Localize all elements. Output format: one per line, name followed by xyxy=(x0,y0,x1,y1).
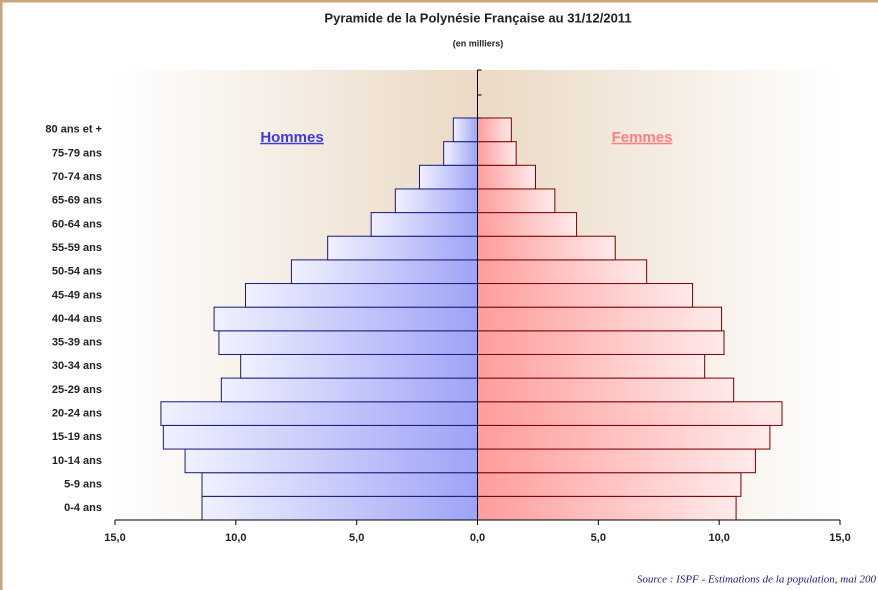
y-tick-label: 60-64 ans xyxy=(52,218,102,230)
bar-hommes xyxy=(201,495,478,521)
bar-femmes xyxy=(477,283,694,308)
bar-hommes xyxy=(443,141,478,166)
bar-hommes xyxy=(327,235,478,261)
bar-femmes xyxy=(477,448,756,474)
bar-femmes xyxy=(477,495,737,521)
bar-hommes xyxy=(213,306,478,332)
bar-femmes xyxy=(477,306,723,332)
x-tick-label: 15,0 xyxy=(829,532,850,544)
y-tick-label: 15-19 ans xyxy=(52,431,102,443)
legend-hommes: Hommes xyxy=(260,129,323,146)
bar-hommes xyxy=(394,188,479,214)
chart-title: Pyramide de la Polynésie Française au 31… xyxy=(324,10,631,25)
y-tick-label: 30-34 ans xyxy=(52,360,102,372)
y-tick-label: 75-79 ans xyxy=(52,147,102,159)
y-tick-label: 25-29 ans xyxy=(52,384,102,396)
y-tick-label: 20-24 ans xyxy=(52,407,102,419)
bar-femmes xyxy=(477,188,556,214)
y-tick-label: 5-9 ans xyxy=(64,478,102,490)
x-tick-label: 10,0 xyxy=(708,532,729,544)
bar-hommes xyxy=(245,283,478,308)
bar-femmes xyxy=(477,353,706,379)
bar-hommes xyxy=(419,164,478,190)
chart-subtitle: (en milliers) xyxy=(453,38,504,48)
y-tick-label: 10-14 ans xyxy=(52,455,102,467)
x-tick-label: 10,0 xyxy=(225,532,246,544)
bar-femmes xyxy=(477,212,578,237)
bar-femmes xyxy=(477,117,512,143)
bar-hommes xyxy=(240,353,478,379)
bar-hommes xyxy=(290,259,478,285)
bar-hommes xyxy=(162,424,478,450)
bar-femmes xyxy=(477,377,735,403)
y-tick-label: 40-44 ans xyxy=(52,313,102,325)
bar-hommes xyxy=(160,401,479,426)
x-tick-label: 0,0 xyxy=(470,532,485,544)
y-tick-label: 45-49 ans xyxy=(52,289,102,301)
bar-hommes xyxy=(452,117,479,143)
y-tick-label: 80 ans et + xyxy=(45,124,102,136)
y-tick-label: 35-39 ans xyxy=(52,337,102,349)
y-tick-label: 70-74 ans xyxy=(52,171,102,183)
y-tick-label: 0-4 ans xyxy=(64,502,102,514)
x-tick-label: 5,0 xyxy=(349,532,364,544)
x-tick-label: 15,0 xyxy=(104,532,125,544)
y-tick-label: 50-54 ans xyxy=(52,266,102,278)
bar-hommes xyxy=(220,377,478,403)
bar-hommes xyxy=(184,448,478,474)
x-tick-label: 5,0 xyxy=(591,532,606,544)
source-note: Source : ISPF - Estimations de la popula… xyxy=(637,574,877,586)
bar-femmes xyxy=(477,424,771,450)
bar-hommes xyxy=(370,212,478,237)
bar-femmes xyxy=(477,330,725,355)
bar-femmes xyxy=(477,141,517,166)
y-tick-label: 65-69 ans xyxy=(52,195,102,207)
bar-hommes xyxy=(218,330,479,355)
bar-hommes xyxy=(201,472,478,497)
bar-femmes xyxy=(477,472,742,497)
y-tick-label: 55-59 ans xyxy=(52,242,102,254)
bar-femmes xyxy=(477,401,783,426)
bar-femmes xyxy=(477,235,616,261)
legend-femmes: Femmes xyxy=(612,129,673,146)
bar-femmes xyxy=(477,259,648,285)
bar-femmes xyxy=(477,164,536,190)
